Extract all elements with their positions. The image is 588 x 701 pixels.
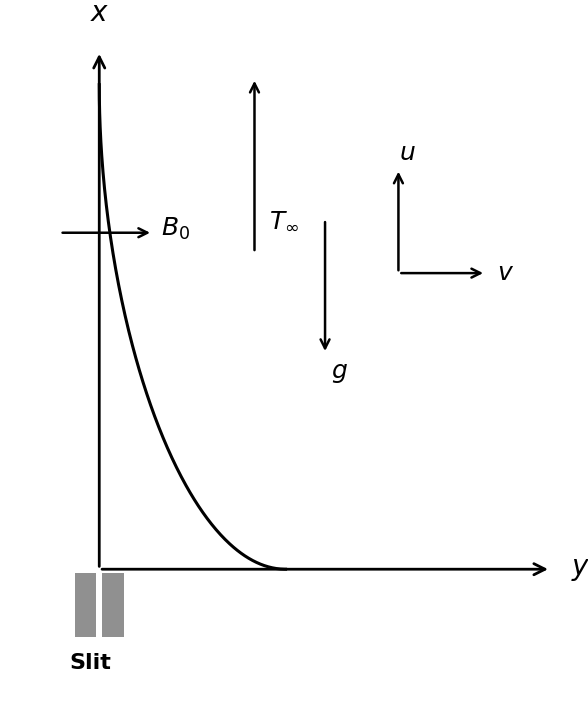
Text: $u$: $u$ (399, 142, 415, 165)
Text: Slit: Slit (69, 653, 111, 674)
Text: $y$: $y$ (570, 555, 588, 583)
Text: $x$: $x$ (89, 0, 109, 27)
Text: $T_\infty$: $T_\infty$ (269, 209, 299, 233)
Bar (75, 573, 96, 637)
Text: $v$: $v$ (497, 261, 514, 285)
Text: $B_0$: $B_0$ (161, 217, 191, 243)
Text: $g$: $g$ (330, 360, 348, 385)
Bar (102, 573, 123, 637)
